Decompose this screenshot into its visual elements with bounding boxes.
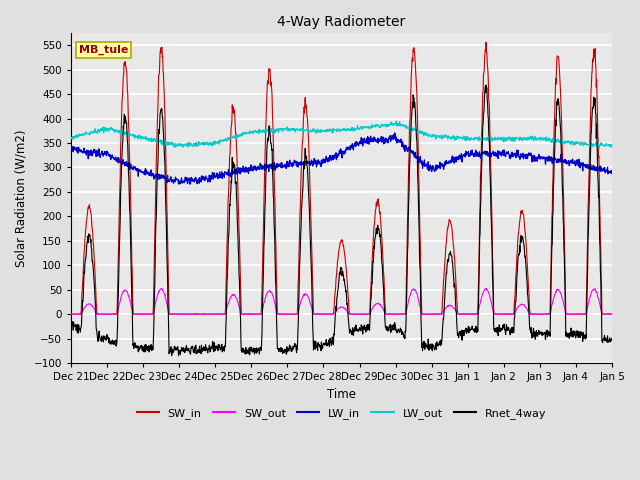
Title: 4-Way Radiometer: 4-Way Radiometer [277,15,406,29]
Legend: SW_in, SW_out, LW_in, LW_out, Rnet_4way: SW_in, SW_out, LW_in, LW_out, Rnet_4way [132,404,551,423]
Y-axis label: Solar Radiation (W/m2): Solar Radiation (W/m2) [15,129,28,267]
Text: MB_tule: MB_tule [79,45,129,55]
X-axis label: Time: Time [327,388,356,401]
